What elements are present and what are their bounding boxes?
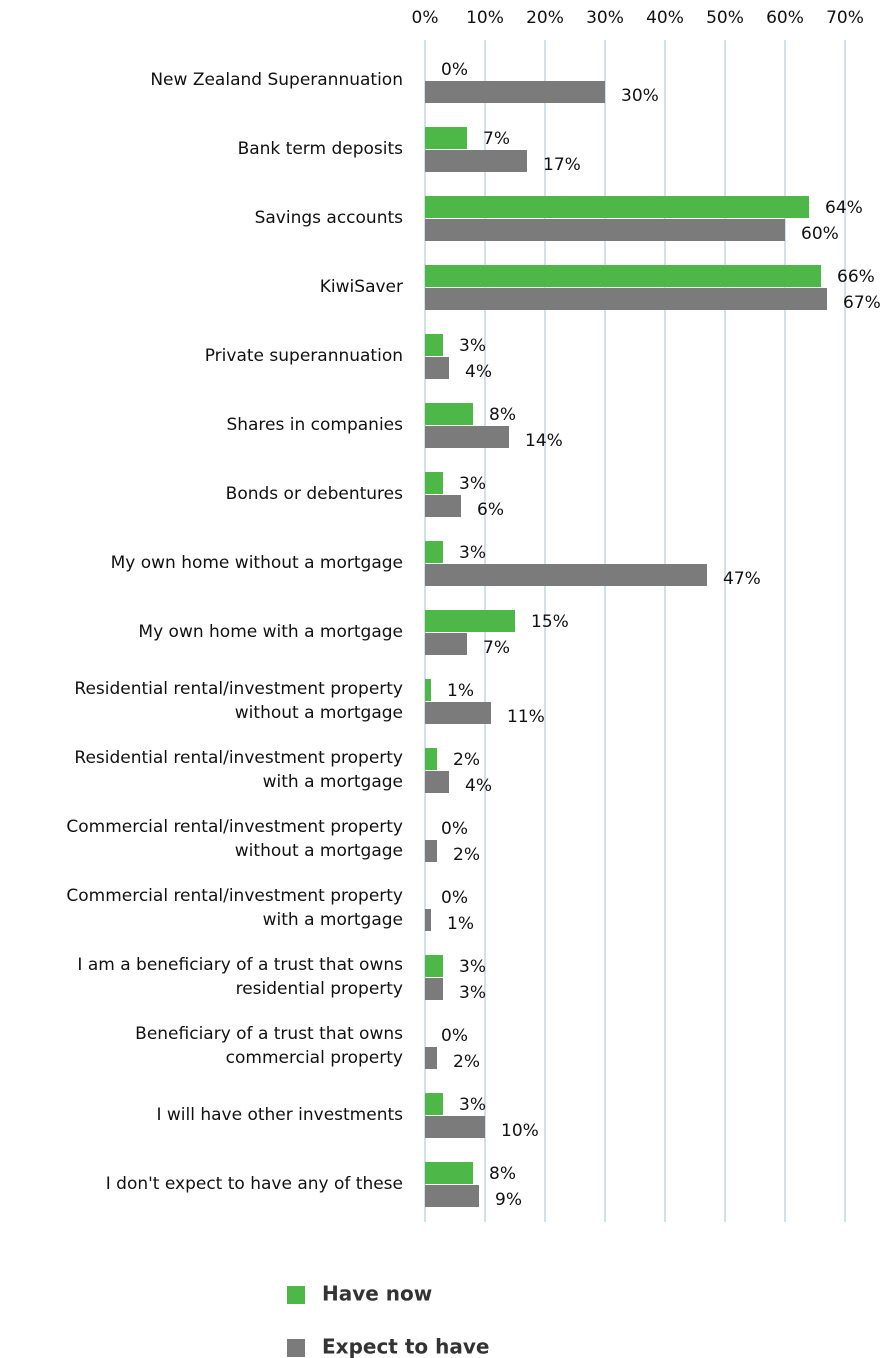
value-label: 3%: [459, 983, 486, 1003]
bar: [425, 702, 491, 724]
bar: [425, 196, 809, 218]
category-label: Commercial rental/investment property wi…: [66, 886, 403, 930]
value-label: 60%: [801, 224, 839, 244]
category-label: I don't expect to have any of these: [105, 1174, 403, 1194]
x-tick-label: 40%: [646, 8, 684, 28]
value-label: 8%: [489, 1164, 516, 1184]
value-label: 0%: [441, 819, 468, 839]
bar: [425, 541, 443, 563]
bar: [425, 127, 467, 149]
value-label: 3%: [459, 543, 486, 563]
bar: [425, 334, 443, 356]
bar: [425, 288, 827, 310]
value-label: 15%: [531, 612, 569, 632]
value-label: 4%: [465, 776, 492, 796]
category-label: KiwiSaver: [319, 277, 403, 297]
bar: [425, 955, 443, 977]
category-label: Bonds or debentures: [225, 484, 403, 504]
value-label: 3%: [459, 474, 486, 494]
category-label: Savings accounts: [254, 208, 403, 228]
bar: [425, 840, 437, 862]
category-label: Commercial rental/investment property wi…: [66, 817, 403, 861]
bar: [425, 219, 785, 241]
bar: [425, 771, 449, 793]
value-label: 67%: [843, 293, 881, 313]
category-label: Residential rental/investment property w…: [74, 748, 403, 792]
value-label: 17%: [543, 155, 581, 175]
value-label: 3%: [459, 336, 486, 356]
value-label: 4%: [465, 362, 492, 382]
value-label: 2%: [453, 750, 480, 770]
category-label: My own home with a mortgage: [138, 622, 403, 642]
value-label: 1%: [447, 681, 474, 701]
category-label: New Zealand Superannuation: [150, 70, 403, 90]
legend-swatch: [287, 1339, 305, 1357]
x-tick-label: 70%: [826, 8, 864, 28]
bar: [425, 265, 821, 287]
category-label: Beneficiary of a trust that owns commerc…: [135, 1024, 403, 1068]
value-label: 30%: [621, 86, 659, 106]
value-label: 0%: [441, 888, 468, 908]
bar: [425, 748, 437, 770]
value-label: 47%: [723, 569, 761, 589]
value-label: 11%: [507, 707, 545, 727]
bar: [425, 472, 443, 494]
x-tick-label: 30%: [586, 8, 624, 28]
category-label: I am a beneficiary of a trust that owns …: [77, 955, 403, 999]
x-tick-label: 60%: [766, 8, 804, 28]
bar: [425, 403, 473, 425]
value-label: 3%: [459, 1095, 486, 1115]
value-label: 2%: [453, 845, 480, 865]
category-label: Private superannuation: [204, 346, 403, 366]
bar: [425, 909, 431, 931]
bar: [425, 1162, 473, 1184]
value-label: 0%: [441, 1026, 468, 1046]
category-label: My own home without a mortgage: [110, 553, 403, 573]
value-label: 7%: [483, 129, 510, 149]
bar: [425, 679, 431, 701]
value-label: 14%: [525, 431, 563, 451]
value-label: 9%: [495, 1190, 522, 1210]
bar: [425, 1047, 437, 1069]
value-label: 10%: [501, 1121, 539, 1141]
legend-label: Expect to have: [322, 1335, 489, 1358]
category-label: Residential rental/investment property w…: [74, 679, 403, 723]
bar: [425, 610, 515, 632]
legend-swatch: [287, 1286, 305, 1304]
category-label: Shares in companies: [226, 415, 403, 435]
bar: [425, 357, 449, 379]
bar: [425, 1093, 443, 1115]
bar: [425, 1116, 485, 1138]
bar: [425, 426, 509, 448]
bar: [425, 81, 605, 103]
value-label: 1%: [447, 914, 474, 934]
bar: [425, 633, 467, 655]
bar: [425, 150, 527, 172]
value-label: 2%: [453, 1052, 480, 1072]
x-tick-label: 10%: [466, 8, 504, 28]
x-tick-label: 0%: [412, 8, 439, 28]
category-label: I will have other investments: [156, 1105, 403, 1125]
bar: [425, 495, 461, 517]
value-label: 3%: [459, 957, 486, 977]
legend-label: Have now: [322, 1282, 432, 1306]
bar: [425, 978, 443, 1000]
value-label: 64%: [825, 198, 863, 218]
x-tick-label: 50%: [706, 8, 744, 28]
value-label: 66%: [837, 267, 875, 287]
value-label: 6%: [477, 500, 504, 520]
bar: [425, 1185, 479, 1207]
value-label: 0%: [441, 60, 468, 80]
value-label: 8%: [489, 405, 516, 425]
x-tick-label: 20%: [526, 8, 564, 28]
category-label: Bank term deposits: [237, 139, 403, 159]
value-label: 7%: [483, 638, 510, 658]
bar: [425, 564, 707, 586]
